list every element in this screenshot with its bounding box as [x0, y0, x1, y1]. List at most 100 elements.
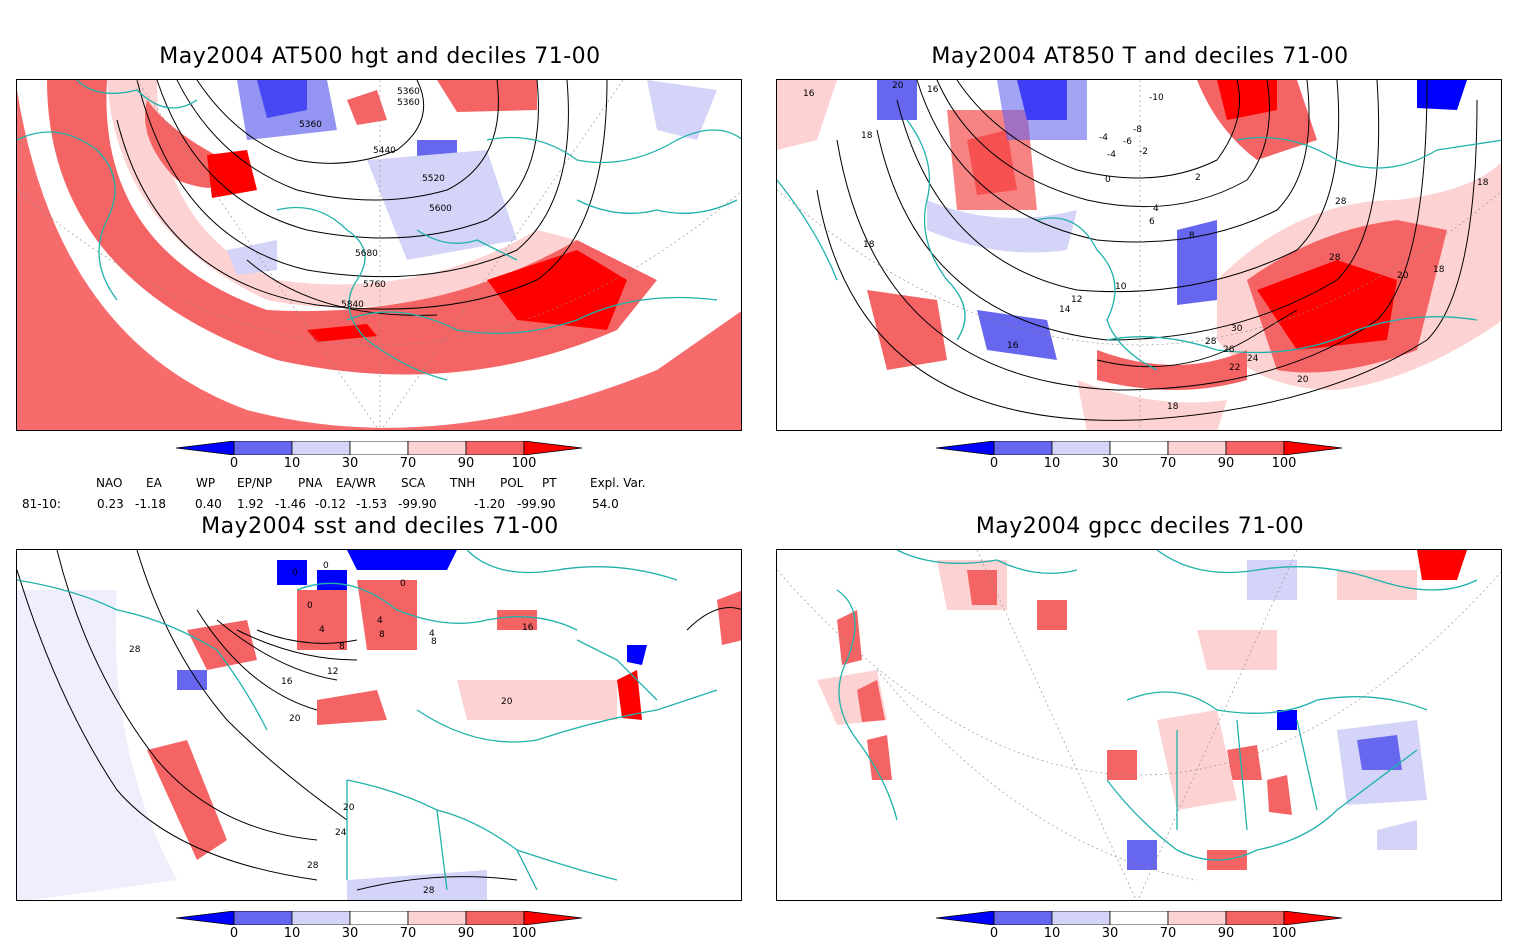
contour-label: 20	[1297, 375, 1309, 385]
index-header: POL	[500, 476, 524, 490]
contour-label: 0	[323, 561, 329, 571]
colorbar-swatch	[1167, 911, 1227, 925]
colorbar-arrow-high	[1283, 911, 1343, 925]
index-header: WP	[196, 476, 216, 490]
colorbar-swatch	[1051, 911, 1111, 925]
panel-title-sst: May2004 sst and deciles 71-00	[201, 514, 559, 539]
colorbar-tick-label: 100	[511, 926, 537, 941]
contour-label: 8	[379, 630, 385, 640]
colorbar-tick-label: 100	[511, 456, 537, 471]
colorbar-swatch	[233, 441, 293, 455]
map-panel-at850: 20 16 16 18 18 -10 -8 -4 -6 -2 -4 0 2 4 …	[776, 79, 1502, 431]
contour-label: 8	[431, 637, 437, 647]
contour-label: 28	[129, 645, 141, 655]
colorbar-tick-label: 90	[1217, 926, 1235, 941]
panel-title-at850: May2004 AT850 T and deciles 71-00	[931, 44, 1349, 69]
contour-label: 18	[861, 131, 873, 141]
contour-label: 6	[1149, 217, 1155, 227]
colorbar-tick-label: 10	[283, 926, 301, 941]
colorbar-swatch	[993, 441, 1053, 455]
index-header: EA/WR	[336, 476, 377, 490]
colorbar-swatches	[936, 911, 1343, 925]
contour-label: 10	[1115, 282, 1127, 292]
colorbar-tick-label: 70	[399, 456, 417, 471]
contour-label: 16	[927, 85, 939, 95]
contour-label: 5840	[341, 300, 364, 310]
contour-label: 5360	[397, 98, 420, 108]
colorbar-swatch	[291, 441, 351, 455]
contour-label: 20	[289, 714, 301, 724]
colorbar-swatches	[936, 441, 1343, 455]
index-value: 0.40	[195, 497, 222, 511]
contour-label: 2	[1195, 173, 1201, 183]
colorbar-swatch	[349, 911, 409, 925]
colorbar-arrow-low	[176, 441, 235, 455]
colorbar-tick-label: 0	[229, 926, 239, 941]
index-value: 0.23	[97, 497, 124, 511]
index-header: SCA	[401, 476, 426, 490]
index-header: NAO	[96, 476, 123, 490]
colorbar-arrow-low	[936, 911, 995, 925]
index-value: -0.12	[315, 497, 347, 511]
colorbar-swatch	[1225, 441, 1285, 455]
colorbar-tick-label: 0	[989, 926, 999, 941]
map-panel-gpcc	[776, 549, 1502, 901]
colorbar-arrow-high	[523, 911, 583, 925]
contour-label: 16	[281, 677, 293, 687]
contour-label: 18	[1477, 178, 1489, 188]
panel-title-at500: May2004 AT500 hgt and deciles 71-00	[159, 44, 601, 69]
map-panel-at500: 5360 5360 5360 5440 5520 5600 5680 5760 …	[16, 79, 742, 431]
contour-label: 5520	[422, 174, 445, 184]
contour-label: 0	[292, 568, 298, 578]
contour-label: 12	[327, 667, 338, 677]
colorbar-arrow-high	[1283, 441, 1343, 455]
colorbar-swatch	[465, 911, 525, 925]
colorbar-swatch	[465, 441, 525, 455]
colorbar-top-right: 0 10 30 70 90 100	[936, 441, 1346, 475]
contour-label: 5600	[429, 204, 452, 214]
index-header: EA	[146, 476, 162, 490]
contour-label: 18	[863, 240, 875, 250]
contour-label: 18	[1433, 265, 1445, 275]
colorbar-bottom-left: 0 10 30 70 90 100	[176, 911, 586, 945]
colorbar-tick-label: 90	[457, 456, 475, 471]
contour-label: 20	[343, 803, 355, 813]
contour-label: 0	[400, 579, 406, 589]
contour-label: 4	[1153, 204, 1159, 214]
colorbar-tick-label: 30	[341, 456, 359, 471]
colorbar-tick-label: 0	[229, 456, 239, 471]
colorbar-swatch	[407, 441, 467, 455]
contour-label: 30	[1231, 324, 1243, 334]
contour-label: 24	[1247, 354, 1259, 364]
colorbar-tick-label: 90	[457, 926, 475, 941]
colorbar-tick-label: 100	[1271, 456, 1297, 471]
index-header: TNH	[450, 476, 476, 490]
contour-label: 5440	[373, 146, 396, 156]
colorbar-swatch	[1109, 441, 1169, 455]
colorbar-tick-label: 70	[1159, 926, 1177, 941]
colorbar-swatch	[407, 911, 467, 925]
index-header: PT	[542, 476, 557, 490]
index-header: Expl. Var.	[590, 476, 646, 490]
panel-title-gpcc: May2004 gpcc deciles 71-00	[975, 514, 1305, 539]
contour-label: 8	[339, 642, 345, 652]
contour-label: 0	[1105, 175, 1111, 185]
colorbar-arrow-low	[936, 441, 995, 455]
contour-label: 28	[423, 886, 435, 896]
contour-label: 4	[319, 625, 325, 635]
contour-label: 24	[335, 828, 347, 838]
contour-label: 18	[1167, 402, 1179, 412]
contour-label: 16	[1007, 341, 1019, 351]
contour-label: 5360	[397, 87, 420, 97]
colorbar-tick-label: 70	[1159, 456, 1177, 471]
colorbar-tick-label: 30	[1101, 926, 1119, 941]
colorbar-tick-label: 10	[1043, 926, 1061, 941]
colorbar-swatches	[176, 441, 583, 455]
index-value: -99.90	[517, 497, 556, 511]
colorbar-swatch	[349, 441, 409, 455]
contour-label: -4	[1107, 150, 1116, 160]
contour-label: -10	[1149, 93, 1164, 103]
colorbar-arrow-high	[523, 441, 583, 455]
map-panel-sst: 0 0 0 4 4 8 8 8 12 16 20 20 24 28 28 28 …	[16, 549, 742, 901]
colorbar-arrow-low	[176, 911, 235, 925]
